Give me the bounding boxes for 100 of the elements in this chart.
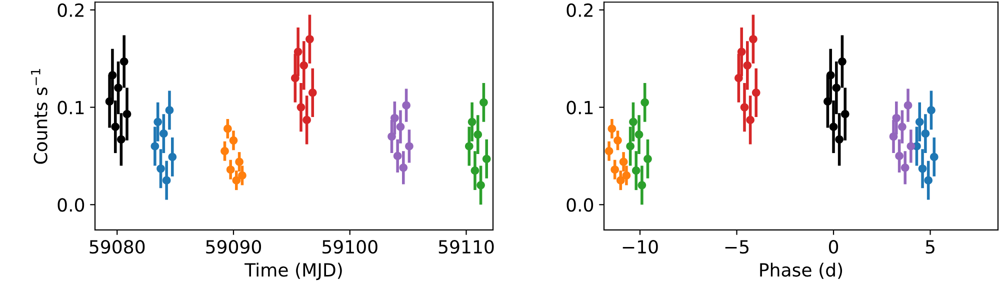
point: [629, 118, 638, 126]
point: [111, 122, 120, 131]
point: [220, 146, 229, 156]
point: [117, 135, 126, 144]
point: [390, 114, 399, 122]
point: [480, 98, 488, 107]
point: [224, 124, 232, 133]
point: [393, 152, 402, 160]
point: [644, 154, 652, 164]
point: [405, 142, 414, 150]
point: [168, 152, 177, 162]
point: [930, 152, 938, 162]
point: [640, 98, 649, 107]
point: [608, 124, 616, 133]
y-tick-label: 0.2: [58, 3, 84, 18]
point: [238, 171, 246, 180]
point: [927, 106, 936, 114]
point: [296, 103, 306, 112]
point: [904, 101, 912, 110]
point: [616, 176, 625, 184]
point: [838, 57, 846, 66]
point: [396, 122, 405, 131]
point: [290, 74, 300, 82]
point: [154, 118, 162, 126]
point: [150, 142, 160, 150]
point: [638, 181, 646, 190]
x-tick-label: 0: [828, 240, 838, 254]
point: [470, 166, 480, 175]
point: [746, 116, 754, 124]
point: [915, 118, 924, 126]
x-tick-label: 59110: [438, 240, 494, 254]
point: [399, 163, 408, 172]
point: [743, 61, 752, 70]
point: [924, 176, 932, 184]
x-tick-label: 59100: [322, 240, 378, 254]
point: [226, 165, 235, 174]
point: [604, 146, 614, 156]
point: [626, 142, 634, 150]
point: [634, 130, 644, 139]
y-tick-label: 0.2: [566, 3, 592, 18]
point: [308, 88, 317, 97]
point: [402, 101, 410, 110]
point: [108, 70, 117, 80]
y-tick-label: 0.1: [58, 100, 84, 114]
point: [892, 114, 901, 122]
point: [235, 158, 244, 166]
point: [826, 70, 835, 80]
y-tick-label: 0.1: [566, 100, 593, 114]
point: [474, 130, 482, 139]
point: [921, 129, 930, 138]
point: [840, 110, 850, 118]
point: [468, 118, 476, 126]
point: [388, 132, 396, 141]
point: [614, 136, 622, 145]
point: [835, 135, 844, 144]
point: [294, 48, 302, 56]
point: [622, 171, 631, 180]
x-tick-label: 59080: [90, 240, 145, 254]
point: [300, 61, 308, 70]
x-tick-label: 5: [926, 240, 934, 254]
point: [156, 164, 165, 173]
point: [895, 152, 904, 160]
y-axis-title: Counts s$^{−1}$: [31, 68, 48, 164]
point: [165, 106, 174, 114]
point: [906, 142, 916, 150]
point: [610, 165, 620, 174]
x-axis-title: Phase (d): [760, 262, 842, 279]
y-tick-label: 0.0: [566, 198, 594, 212]
point: [829, 122, 838, 131]
point: [632, 166, 640, 175]
point: [734, 74, 743, 82]
point: [737, 48, 746, 56]
point: [832, 84, 841, 92]
x-axis-title: Time (MJD): [244, 262, 342, 280]
point: [898, 122, 906, 131]
y-tick-label: 0.0: [58, 198, 84, 212]
point: [740, 103, 749, 112]
point: [824, 97, 832, 106]
point: [749, 34, 758, 44]
point: [918, 164, 927, 173]
point: [619, 158, 628, 166]
point: [120, 57, 128, 66]
point: [105, 97, 114, 106]
point: [229, 136, 238, 145]
point: [232, 176, 241, 184]
point: [752, 88, 760, 97]
point: [900, 163, 910, 172]
point: [122, 110, 132, 118]
point: [302, 116, 311, 124]
x-tick-label: 59090: [206, 240, 262, 254]
point: [482, 154, 491, 164]
x-tick-label: −5: [725, 240, 748, 254]
point: [464, 142, 474, 150]
point: [476, 181, 485, 190]
point: [159, 129, 168, 138]
point: [114, 84, 122, 92]
point: [162, 176, 171, 184]
point: [889, 132, 898, 141]
point: [306, 34, 314, 44]
x-tick-label: −10: [622, 240, 658, 254]
